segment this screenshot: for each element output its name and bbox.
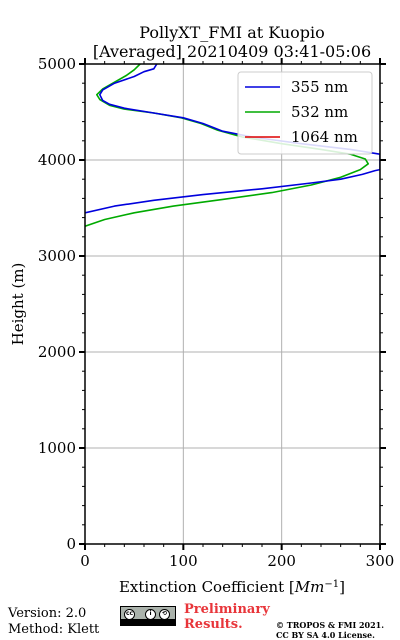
x-tick-label: 300 [366, 552, 395, 570]
y-tick-labels: 0 1000 2000 3000 4000 5000 [38, 55, 76, 553]
legend: 355 nm 532 nm 1064 nm [237, 71, 373, 155]
y-axis-label: Height (m) [9, 263, 27, 346]
x-tick-label: 0 [80, 552, 90, 570]
x-tick-label: 100 [169, 552, 198, 570]
copyright-line2: CC BY SA 4.0 License. [276, 630, 375, 640]
method-text: Method: Klett [8, 622, 100, 637]
plot-frame [84, 63, 381, 545]
chart-subtitle: [Averaged] 20210409 03:41-05:06 [93, 42, 371, 61]
y-tick-label: 2000 [38, 343, 76, 361]
preliminary-line1: Preliminary [184, 602, 270, 617]
legend-label: 1064 nm [291, 128, 358, 146]
preliminary-line2: Results. [184, 617, 243, 632]
cc-badge-bar [121, 619, 175, 625]
legend-label: 532 nm [291, 103, 348, 121]
y-tick-label: 3000 [38, 247, 76, 265]
copyright-line1: © TROPOS & FMI 2021. [276, 620, 385, 630]
series-line [85, 64, 380, 214]
legend-label: 355 nm [291, 78, 348, 96]
y-tick-label: 5000 [38, 55, 76, 73]
copyright-notice: © TROPOS & FMI 2021. CC BY SA 4.0 Licens… [276, 620, 384, 640]
axis-ticks [79, 58, 386, 550]
x-axis-label: Extinction Coefficient [Mm−1] [119, 578, 345, 596]
extinction-profile-chart: PollyXT_FMI at Kuopio [Averaged] 2021040… [9, 23, 394, 596]
version-text: Version: 2.0 [8, 606, 87, 621]
chart-title: PollyXT_FMI at Kuopio [139, 23, 325, 42]
x-tick-labels: 0 100 200 300 [80, 552, 394, 570]
x-tick-label: 200 [267, 552, 296, 570]
y-tick-label: 1000 [38, 439, 76, 457]
version-info: Version: 2.0 Method: Klett [8, 606, 99, 638]
preliminary-notice: Preliminary Results. [184, 602, 270, 632]
y-tick-label: 4000 [38, 151, 76, 169]
y-tick-label: 0 [66, 535, 76, 553]
cc-license-icon: cc i ⟲ [120, 606, 176, 626]
legend-box [237, 71, 373, 155]
